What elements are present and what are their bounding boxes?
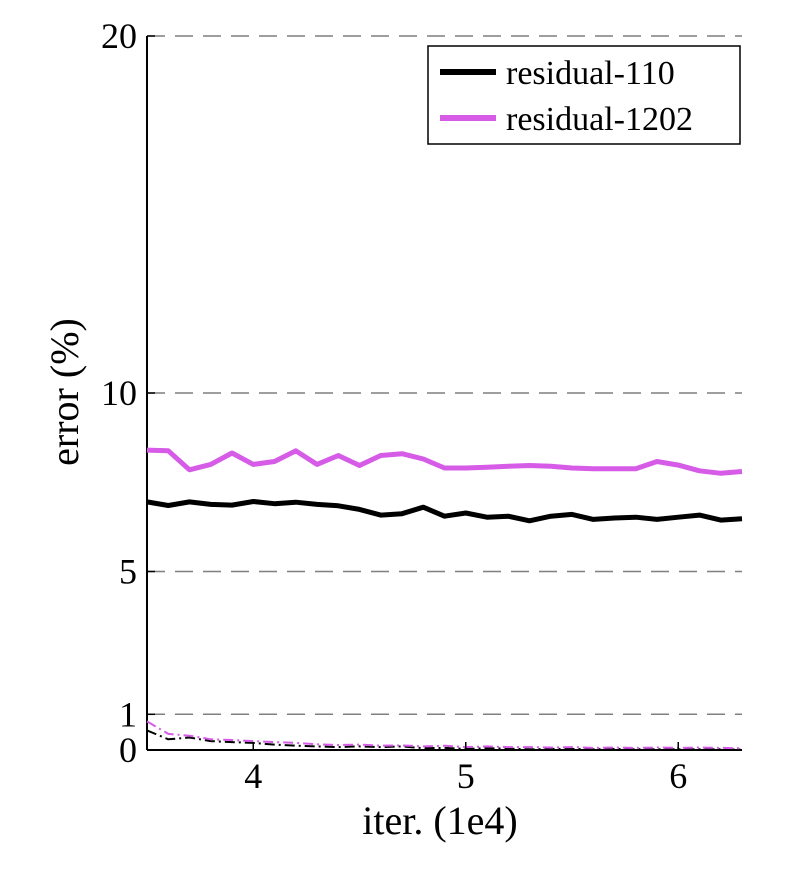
- legend-entries: residual-110 residual-1202: [440, 55, 693, 138]
- y-tick-label: 1: [119, 694, 137, 734]
- legend-box: [427, 45, 741, 145]
- legend: residual-110 residual-1202: [427, 45, 741, 145]
- series-line-test-1: [146, 447, 743, 476]
- x-axis-label: iter. (1e4): [362, 798, 518, 843]
- series-line-train-3: [146, 720, 743, 750]
- y-tick-label: 5: [119, 552, 137, 592]
- y-tick-label: 20: [101, 16, 137, 56]
- legend-label: residual-1202: [506, 101, 693, 138]
- legend-label: residual-110: [506, 55, 675, 92]
- y-tick-label: 10: [101, 373, 137, 413]
- series-line-test-0: [146, 499, 743, 524]
- x-tick-label: 6: [669, 756, 687, 796]
- y-axis-label: error (%): [42, 318, 87, 466]
- y-tick-label: 0: [119, 730, 137, 770]
- x-tick-label: 5: [457, 756, 475, 796]
- series-line-train-2: [146, 729, 743, 751]
- grid-lines: [147, 35, 742, 716]
- x-tick-label: 4: [244, 756, 262, 796]
- tick-labels: 01 5 10 20 4 5 6: [101, 16, 687, 796]
- series-lines: [146, 447, 743, 751]
